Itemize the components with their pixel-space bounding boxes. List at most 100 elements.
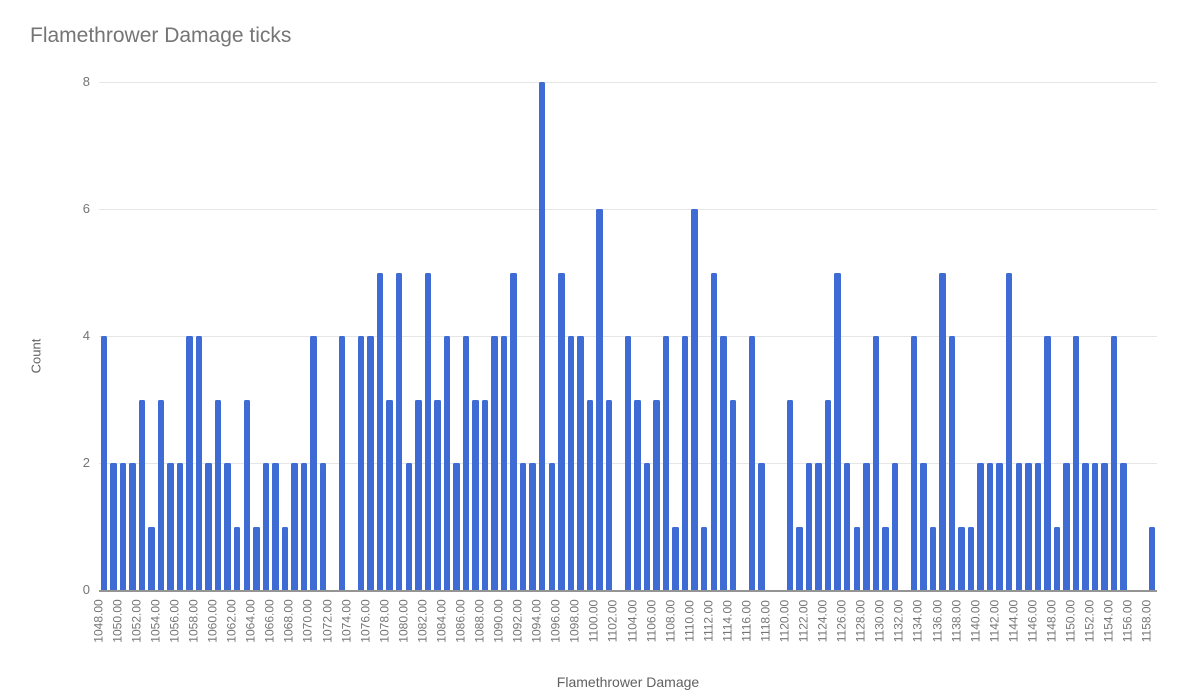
bar-x-1131[interactable] (891, 463, 899, 590)
bar-x-1082[interactable] (424, 272, 432, 590)
bar-x-1148[interactable] (1053, 526, 1061, 590)
bar-x-1066[interactable] (272, 463, 279, 590)
bar-x-1124[interactable] (824, 399, 832, 590)
bar-x-1071[interactable] (319, 463, 327, 590)
bar-x-1086[interactable] (462, 336, 470, 590)
bar-x-1084[interactable] (443, 336, 451, 590)
bar-x-1081[interactable] (415, 399, 422, 590)
bar-x-1097[interactable] (567, 336, 575, 590)
bar-x-1123[interactable] (815, 463, 822, 590)
bar-x-1053[interactable] (148, 526, 155, 590)
bar-x-1087[interactable] (472, 399, 479, 590)
bar-x-1062[interactable] (233, 526, 241, 590)
bar-x-1152[interactable] (1091, 463, 1099, 590)
bar-x-1098[interactable] (577, 336, 584, 590)
bar-x-1101[interactable] (605, 399, 613, 590)
bar-x-1070[interactable] (310, 336, 317, 590)
bar-x-1051[interactable] (129, 463, 136, 590)
bar-x-1089[interactable] (491, 336, 498, 590)
bar-x-1113[interactable] (720, 336, 727, 590)
bar-x-1120[interactable] (786, 399, 794, 590)
bar-x-1140[interactable] (977, 463, 984, 590)
bar-x-1146[interactable] (1034, 463, 1042, 590)
bar-x-1049[interactable] (110, 463, 117, 590)
bar-x-1085[interactable] (453, 463, 460, 590)
bar-x-1145[interactable] (1025, 463, 1032, 590)
bar-x-1073[interactable] (338, 336, 346, 590)
bar-x-1061[interactable] (224, 463, 231, 590)
bar-x-1060[interactable] (214, 399, 222, 590)
bar-x-1056[interactable] (176, 463, 184, 590)
bar-x-1068[interactable] (291, 463, 298, 590)
bar-x-1147[interactable] (1044, 336, 1051, 590)
bar-x-1130[interactable] (882, 526, 889, 590)
bar-x-1133[interactable] (910, 336, 918, 590)
bar-x-1128[interactable] (863, 463, 870, 590)
bar-x-1106[interactable] (653, 399, 660, 590)
bar-x-1129[interactable] (872, 336, 880, 590)
bar-x-1103[interactable] (624, 336, 632, 590)
bar-x-1112[interactable] (710, 272, 717, 590)
bar-x-1109[interactable] (681, 336, 689, 590)
bar-x-1151[interactable] (1082, 463, 1089, 590)
bar-x-1099[interactable] (586, 399, 594, 590)
bar-x-1154[interactable] (1110, 336, 1118, 590)
bar-x-1111[interactable] (701, 526, 708, 590)
bar-x-1125[interactable] (834, 272, 841, 590)
bar-x-1093[interactable] (529, 463, 536, 590)
bar-x-1094[interactable] (538, 82, 546, 590)
bar-x-1079[interactable] (396, 272, 403, 590)
bar-x-1048[interactable] (100, 336, 107, 590)
bar-x-1150[interactable] (1072, 336, 1080, 590)
bar-x-1117[interactable] (758, 463, 765, 590)
bar-x-1091[interactable] (510, 272, 517, 590)
bar-x-1080[interactable] (405, 463, 412, 590)
bar-x-1134[interactable] (920, 463, 927, 590)
bar-x-1065[interactable] (262, 463, 270, 590)
bar-x-1096[interactable] (558, 272, 565, 590)
bar-x-1088[interactable] (481, 399, 489, 590)
bar-x-1090[interactable] (500, 336, 508, 590)
bar-x-1158[interactable] (1148, 526, 1156, 590)
bar-x-1052[interactable] (138, 399, 146, 590)
bar-x-1143[interactable] (1006, 272, 1013, 590)
bar-x-1144[interactable] (1015, 463, 1022, 590)
bar-x-1058[interactable] (195, 336, 203, 590)
bar-x-1069[interactable] (300, 463, 308, 590)
bar-x-1077[interactable] (376, 272, 384, 590)
bar-x-1063[interactable] (243, 399, 250, 590)
bar-x-1108[interactable] (672, 526, 679, 590)
bar-x-1078[interactable] (386, 399, 393, 590)
bar-x-1155[interactable] (1120, 463, 1127, 590)
bar-x-1107[interactable] (662, 336, 670, 590)
bar-x-1100[interactable] (596, 209, 603, 590)
bar-x-1067[interactable] (281, 526, 289, 590)
bar-x-1122[interactable] (805, 463, 813, 590)
bar-x-1064[interactable] (253, 526, 260, 590)
bar-x-1114[interactable] (729, 399, 737, 590)
bar-x-1139[interactable] (967, 526, 975, 590)
bar-x-1057[interactable] (186, 336, 193, 590)
bar-x-1136[interactable] (939, 272, 946, 590)
bar-x-1126[interactable] (843, 463, 851, 590)
bar-x-1127[interactable] (853, 526, 860, 590)
bar-x-1092[interactable] (519, 463, 527, 590)
bar-x-1142[interactable] (996, 463, 1003, 590)
bar-x-1054[interactable] (157, 399, 165, 590)
bar-x-1095[interactable] (548, 463, 555, 590)
bar-x-1059[interactable] (205, 463, 212, 590)
bar-x-1055[interactable] (167, 463, 174, 590)
bar-x-1135[interactable] (929, 526, 937, 590)
bar-x-1105[interactable] (643, 463, 651, 590)
bar-x-1075[interactable] (357, 336, 365, 590)
bar-x-1138[interactable] (958, 526, 965, 590)
bar-x-1050[interactable] (119, 463, 127, 590)
bar-x-1121[interactable] (796, 526, 803, 590)
bar-x-1104[interactable] (634, 399, 641, 590)
bar-x-1116[interactable] (748, 336, 756, 590)
bar-x-1153[interactable] (1101, 463, 1108, 590)
bar-x-1149[interactable] (1063, 463, 1070, 590)
bar-x-1141[interactable] (986, 463, 994, 590)
bar-x-1137[interactable] (948, 336, 956, 590)
bar-x-1076[interactable] (367, 336, 374, 590)
